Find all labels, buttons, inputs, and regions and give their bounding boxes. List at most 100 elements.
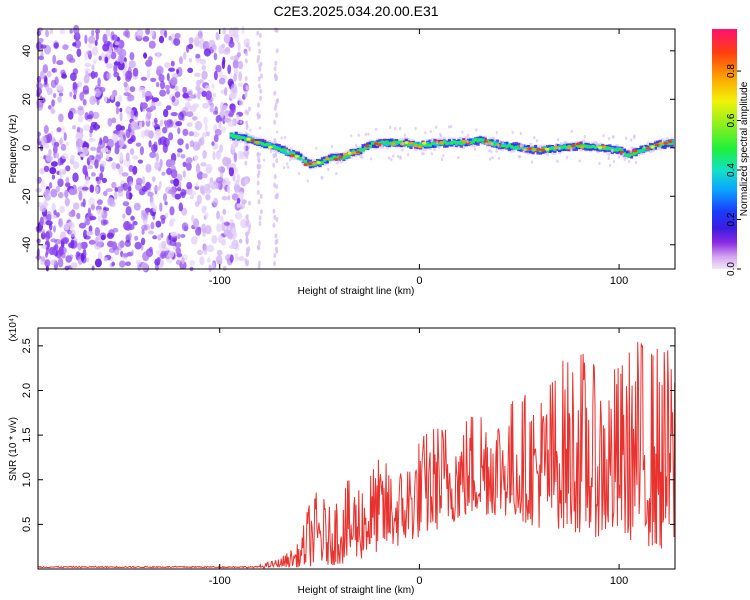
noise-blob xyxy=(90,146,97,152)
ridge-peak xyxy=(408,141,414,145)
ridge-speck xyxy=(393,127,397,131)
ridge-peak xyxy=(294,155,299,158)
ridge-speck xyxy=(276,130,279,134)
ridge-speck xyxy=(578,159,581,163)
ridge-segment xyxy=(668,142,672,145)
ridge-speck xyxy=(559,142,563,146)
noise-blob xyxy=(51,202,56,212)
noise-blob xyxy=(150,201,155,207)
noise-blob xyxy=(118,39,125,49)
ridge-segment xyxy=(462,142,466,144)
noise-blob xyxy=(221,104,228,111)
ridge-segment xyxy=(356,149,360,152)
noise-blob xyxy=(218,166,222,172)
ridge-peak xyxy=(404,141,409,144)
ridge-segment xyxy=(589,146,593,149)
noise-blob xyxy=(258,221,262,226)
noise-blob xyxy=(128,60,136,69)
ridge-speck xyxy=(249,128,252,132)
colorbar-tick-label: 0.4 xyxy=(726,163,737,177)
noise-blob xyxy=(193,155,199,161)
ridge-segment xyxy=(248,136,253,141)
noise-blob xyxy=(157,234,162,241)
noise-blob xyxy=(224,221,230,226)
ridge-speck xyxy=(401,148,404,152)
ridge-speck xyxy=(364,132,367,137)
noise-blob xyxy=(72,172,79,183)
ridge-segment xyxy=(383,142,387,146)
ridge-segment xyxy=(404,142,408,146)
ridge-speck xyxy=(283,135,287,139)
noise-blob xyxy=(91,265,95,271)
ridge-segment xyxy=(505,146,509,149)
noise-blob xyxy=(49,29,54,35)
colorbar-gradient xyxy=(712,29,737,269)
noise-blob xyxy=(89,128,93,134)
noise-blob xyxy=(275,184,279,190)
noise-blob xyxy=(216,249,223,256)
snr-y-axis-label: SNR (10 * v/v) xyxy=(8,417,19,481)
ridge-speck xyxy=(607,153,610,157)
noise-blob xyxy=(87,164,93,170)
noise-blob xyxy=(53,42,59,49)
noise-blob xyxy=(170,159,176,166)
noise-blob xyxy=(211,44,217,51)
ridge-speck xyxy=(381,144,384,148)
ridge-segment xyxy=(387,139,392,145)
noise-blob xyxy=(145,95,152,101)
noise-blob xyxy=(237,82,243,88)
noise-blob xyxy=(228,163,236,168)
ridge-speck xyxy=(558,147,561,151)
noise-blob xyxy=(194,120,202,131)
noise-blob xyxy=(132,67,139,77)
ridge-speck xyxy=(300,159,303,163)
noise-blob xyxy=(206,257,211,263)
ridge-speck xyxy=(461,130,464,134)
noise-blob xyxy=(50,238,58,243)
ridge-peak xyxy=(422,141,427,145)
ridge-speck xyxy=(652,148,655,152)
ridge-segment xyxy=(236,134,241,138)
ridge-speck xyxy=(258,152,262,156)
noise-blob xyxy=(122,213,126,219)
noise-blob xyxy=(97,251,103,261)
ridge-peak xyxy=(413,144,418,148)
ridge-segment xyxy=(332,155,336,158)
noise-blob xyxy=(199,58,207,65)
noise-blob xyxy=(274,76,278,82)
ridge-segment xyxy=(363,147,368,150)
ridge-segment xyxy=(641,147,646,150)
ridge-speck xyxy=(495,149,498,153)
noise-blob xyxy=(229,218,234,224)
ridge-segment xyxy=(380,141,384,143)
noise-blob xyxy=(88,154,92,163)
ridge-speck xyxy=(429,129,432,134)
noise-blob xyxy=(130,148,135,156)
noise-blob xyxy=(133,202,141,211)
noise-blob xyxy=(168,132,174,141)
noise-blob xyxy=(132,155,139,160)
x-tick-label: -100 xyxy=(209,575,231,587)
noise-blob xyxy=(41,256,46,262)
noise-blob xyxy=(141,176,146,185)
noise-blob xyxy=(202,102,210,109)
noise-blob xyxy=(190,236,198,245)
noise-blob xyxy=(35,188,42,193)
noise-blob xyxy=(148,140,152,148)
noise-blob xyxy=(166,105,172,111)
noise-blob xyxy=(275,99,279,105)
noise-blob xyxy=(204,123,208,132)
noise-blob xyxy=(205,163,213,173)
ridge-segment xyxy=(229,134,233,138)
noise-blob xyxy=(65,141,70,146)
noise-blob xyxy=(149,151,157,159)
ridge-segment xyxy=(579,144,583,147)
ridge-speck xyxy=(286,165,290,169)
y-tick-label: 2.0 xyxy=(21,383,33,398)
noise-blob xyxy=(246,85,250,91)
noise-blob xyxy=(48,149,52,157)
noise-blob xyxy=(203,48,211,57)
ridge-speck xyxy=(642,145,646,149)
noise-blob xyxy=(36,82,43,90)
noise-blob xyxy=(153,123,161,130)
